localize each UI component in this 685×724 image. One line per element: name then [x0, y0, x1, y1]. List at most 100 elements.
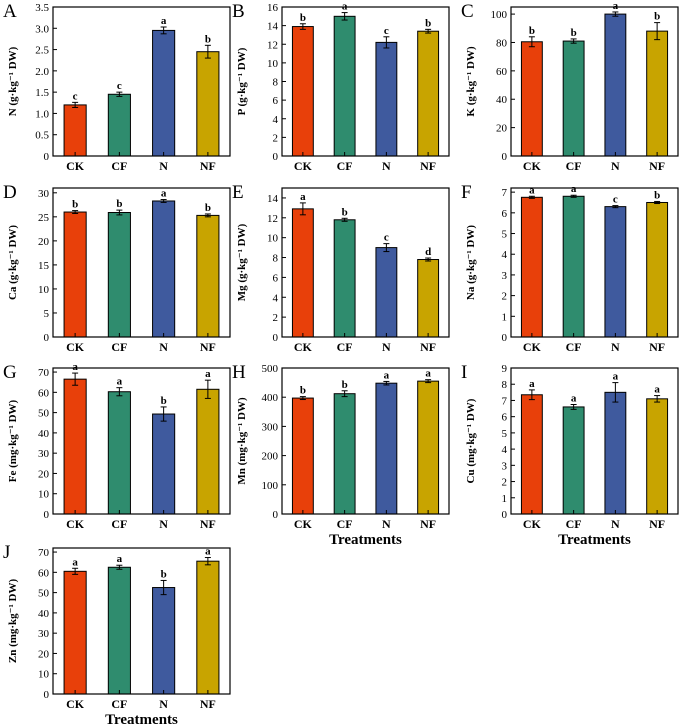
y-tick-label: 100 — [262, 480, 279, 492]
x-tick-label: NF — [649, 159, 665, 173]
y-tick-label: 5 — [502, 428, 508, 440]
panel-label: B — [232, 1, 245, 22]
significance-label: a — [529, 378, 535, 390]
significance-label: b — [205, 33, 211, 45]
bar-ck — [63, 104, 87, 157]
y-tick-label: 100 — [491, 9, 508, 21]
bar-cf — [333, 219, 356, 338]
bar-cf — [562, 195, 585, 338]
chart-panel-f: F 0 1 2 3 4 5 6 7 Na (g·kg⁻¹ DW) a CK a CF c Nb NF — [461, 182, 679, 354]
y-axis-label: Cu (mg·kg⁻¹ DW) — [465, 398, 477, 483]
x-tick-label: CK — [523, 159, 542, 173]
panel-label: I — [461, 362, 467, 383]
x-tick-label: N — [159, 517, 168, 531]
significance-label: c — [384, 25, 389, 37]
y-tick-label: 0 — [44, 509, 50, 521]
bar-nf — [417, 380, 440, 515]
x-tick-label: CF — [111, 340, 127, 354]
x-tick-label: CK — [66, 159, 85, 173]
plot-frame — [510, 6, 679, 157]
y-tick-label: 10 — [38, 489, 50, 501]
y-tick-label: 0 — [273, 509, 279, 521]
bar-nf — [646, 398, 669, 515]
x-tick-label: N — [382, 340, 391, 354]
bar-ck — [291, 208, 314, 338]
y-tick-label: 1.0 — [35, 108, 49, 120]
y-axis-label: Zn (mg·kg⁻¹ DW) — [7, 579, 19, 664]
y-tick-label: 15 — [38, 260, 50, 272]
bar-nf — [646, 30, 669, 157]
y-tick-label: 3 — [502, 270, 508, 282]
bar-cf — [333, 393, 356, 515]
y-tick-label: 40 — [38, 608, 50, 620]
y-axis-label: Na (g·kg⁻¹ DW) — [465, 225, 477, 300]
significance-label: a — [161, 15, 167, 27]
y-tick-label: 1.5 — [35, 87, 49, 99]
y-tick-label: 7 — [502, 395, 508, 407]
bar-n — [152, 200, 176, 338]
y-tick-label: 20 — [496, 123, 508, 135]
y-tick-label: 20 — [38, 648, 50, 660]
y-tick-label: 4 — [273, 114, 279, 126]
y-tick-label: 70 — [38, 367, 50, 379]
bar-cf — [562, 40, 585, 157]
chart-panel-g: G 0 10 20 30 40 50 60 70 Fe (mg·kg⁻¹ DW) a CK a CF b Na… — [3, 361, 231, 531]
y-tick-label: 30 — [38, 448, 50, 460]
significance-label: c — [384, 232, 389, 244]
x-tick-label: CF — [566, 340, 582, 354]
panel-label: F — [461, 182, 472, 203]
x-tick-label: NF — [200, 517, 216, 531]
y-tick-label: 1 — [502, 493, 508, 505]
y-tick-label: 6 — [273, 95, 279, 107]
y-tick-label: 5 — [44, 308, 50, 320]
y-tick-label: 14 — [267, 21, 279, 33]
significance-label: a — [161, 188, 167, 200]
y-tick-label: 4 — [502, 444, 508, 456]
significance-label: b — [529, 25, 535, 37]
plot-frame — [52, 6, 231, 157]
y-tick-label: 0 — [273, 332, 279, 344]
y-tick-label: 0 — [502, 151, 508, 163]
y-tick-label: 50 — [38, 408, 50, 420]
bar-n — [152, 413, 176, 515]
significance-label: a — [205, 368, 211, 380]
y-tick-label: 0 — [273, 151, 279, 163]
x-tick-label: CK — [66, 517, 85, 531]
x-tick-label: NF — [200, 697, 216, 711]
significance-label: b — [72, 199, 78, 211]
chart-panel-j: J 0 10 20 30 40 50 60 70 Zn (mg·kg⁻¹ DW) a CK a CF b Na… — [3, 542, 231, 724]
plot-frame — [510, 367, 679, 515]
bar-nf — [646, 201, 669, 338]
y-tick-label: 10 — [267, 58, 279, 70]
y-axis-label: P (g·kg⁻¹ DW) — [236, 47, 248, 115]
panel-label: C — [461, 1, 474, 22]
x-tick-label: CF — [566, 159, 582, 173]
x-tick-label: N — [159, 697, 168, 711]
panel-label: G — [3, 362, 17, 383]
y-tick-label: 60 — [38, 567, 50, 579]
significance-label: b — [300, 385, 306, 397]
bar-cf — [107, 93, 131, 157]
y-tick-label: 400 — [262, 392, 279, 404]
x-tick-label: CK — [523, 340, 542, 354]
y-tick-label: 40 — [38, 428, 50, 440]
panel-label: E — [232, 182, 244, 203]
x-tick-label: CK — [294, 340, 313, 354]
bar-nf — [417, 30, 440, 157]
y-tick-label: 50 — [38, 588, 50, 600]
y-axis-label: Mn (mg·kg⁻¹ DW) — [236, 397, 248, 485]
x-axis-title: Treatments — [105, 712, 178, 724]
x-tick-label: NF — [200, 340, 216, 354]
panel-label: D — [3, 182, 17, 203]
y-tick-label: 6 — [502, 412, 508, 424]
x-tick-label: CK — [294, 159, 313, 173]
y-tick-label: 60 — [496, 66, 508, 78]
x-axis-title: Treatments — [558, 532, 631, 548]
significance-label: a — [571, 183, 577, 195]
x-tick-label: CF — [566, 517, 582, 531]
significance-label: a — [529, 184, 535, 196]
x-axis-title: Treatments — [329, 532, 402, 548]
y-axis-label: N (g·kg⁻¹ DW) — [7, 46, 19, 116]
